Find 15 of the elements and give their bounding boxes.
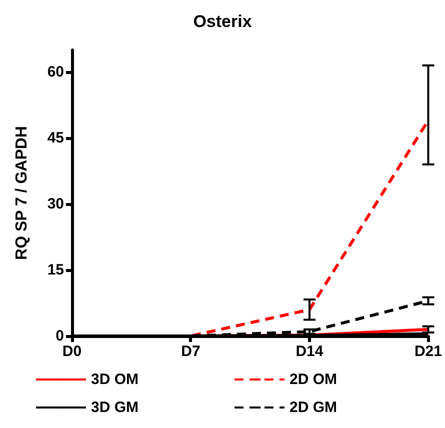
x-tick-label: D21 — [414, 343, 442, 360]
x-tick-label: D0 — [62, 343, 82, 360]
y-tick-label: 45 — [47, 130, 64, 146]
x-tick-label: D14 — [296, 343, 324, 360]
y-tick-label: 60 — [47, 64, 64, 80]
legend-label: 2D OM — [290, 371, 338, 388]
y-tick-label: 15 — [47, 262, 64, 278]
legend-label: 2D GM — [290, 399, 338, 416]
y-tick-label: 0 — [56, 328, 64, 344]
x-tick-label: D7 — [181, 343, 200, 360]
y-axis-title: RQ SP 7 / GAPDH — [14, 126, 30, 260]
chart-title: Osterix — [193, 12, 252, 31]
legend-label: 3D GM — [91, 399, 139, 416]
legend-label: 3D OM — [91, 371, 139, 388]
y-tick-label: 30 — [47, 196, 64, 212]
